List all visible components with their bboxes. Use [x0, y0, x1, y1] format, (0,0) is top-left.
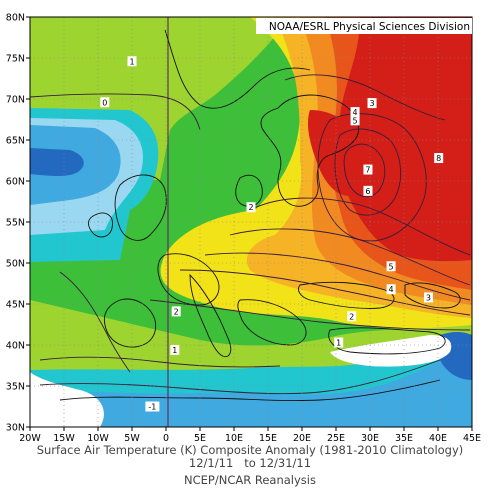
anomaly-field-red [338, 17, 472, 262]
x-tick-label: 15W [53, 433, 75, 444]
credit-text: NOAA/ESRL Physical Sciences Division [269, 21, 470, 33]
x-tick-label: 30E [361, 433, 379, 444]
contour-label-bg [246, 202, 256, 213]
contour-label-bg [334, 337, 344, 348]
caption-title: Surface Air Temperature (K) Composite An… [36, 443, 464, 457]
caption-source: NCEP/NCAR Reanalysis [184, 473, 316, 487]
contour-label: 3 [369, 99, 374, 108]
contour-label: 3 [426, 293, 431, 302]
y-tick-label: 65N [6, 136, 25, 147]
x-tick-label: 45E [463, 433, 481, 444]
y-tick-label: 55N [6, 218, 25, 229]
anomaly-field-white-east [330, 335, 452, 367]
contour-label: 2 [174, 307, 179, 316]
contour-label-bg [386, 261, 396, 272]
x-axis: 20W 15W 10W 5W 0 5E 10E 15E 20E 25E 30E 35E 40E 45E [19, 427, 481, 444]
x-tick-label: 0 [163, 433, 169, 444]
contour-label: 5 [352, 116, 357, 125]
contour-label-bg [386, 284, 396, 295]
contour-label-bg [350, 107, 360, 118]
caption-date-range: 12/1/11 to 12/31/11 [188, 456, 312, 470]
contour-label: 1 [129, 57, 134, 66]
contour-label-bg [350, 115, 360, 126]
contour-label: 4 [389, 285, 394, 294]
grid-lines [30, 17, 472, 427]
contour-label: 6 [365, 187, 370, 196]
coastlines [59, 17, 461, 427]
x-tick-label: 25E [327, 433, 345, 444]
y-axis: 80N 75N 70N 65N 60N 55N 50N 45N 40N 35N 30N [6, 13, 30, 434]
contour-label: 0 [102, 98, 107, 107]
y-tick-label: 80N [6, 13, 25, 24]
y-tick-label: 60N [6, 177, 25, 188]
x-tick-label: 10W [87, 433, 109, 444]
anomaly-field-blue-south [30, 345, 472, 427]
y-tick-label: 50N [6, 259, 25, 270]
contour-label-bg [170, 344, 180, 355]
y-tick-label: 45N [6, 300, 25, 311]
x-tick-label: 35E [395, 433, 413, 444]
anomaly-contours [30, 74, 471, 395]
x-tick-label: 15E [259, 433, 277, 444]
x-tick-label: 5W [124, 433, 140, 444]
contour-label-bg [367, 98, 377, 109]
x-tick-label: 40E [429, 433, 447, 444]
contour-label: 2 [349, 312, 354, 321]
x-tick-label: 5E [194, 433, 206, 444]
contour-label-bg [347, 311, 357, 322]
credit-box [256, 18, 472, 34]
x-tick-label: 10E [225, 433, 243, 444]
contour-label: -1 [148, 403, 156, 412]
y-tick-label: 35N [6, 382, 25, 393]
contour-label: 4 [352, 108, 357, 117]
contour-label: 1 [336, 339, 341, 348]
y-tick-label: 30N [6, 423, 25, 434]
contour-label-bg [145, 401, 160, 412]
contour-label: 8 [436, 154, 441, 163]
contour-label: 1 [172, 346, 177, 355]
y-tick-label: 40N [6, 341, 25, 352]
x-tick-label: 20E [293, 433, 311, 444]
contour-label-bg [363, 185, 373, 196]
anomaly-field-blue-dark-west [30, 148, 84, 176]
contour-label-bg [171, 306, 181, 317]
contour-label-bg [434, 153, 444, 164]
y-tick-label: 70N [6, 95, 25, 106]
contour-label: 7 [365, 166, 370, 175]
contour-label-bg [423, 292, 433, 303]
contour-label-bg [100, 97, 110, 108]
contour-label-bg [127, 56, 137, 67]
contour-label: 5 [389, 262, 394, 271]
x-tick-label: 20W [19, 433, 41, 444]
y-tick-label: 75N [6, 54, 25, 65]
contour-label: 2 [248, 203, 253, 212]
contour-label-bg [363, 164, 373, 175]
